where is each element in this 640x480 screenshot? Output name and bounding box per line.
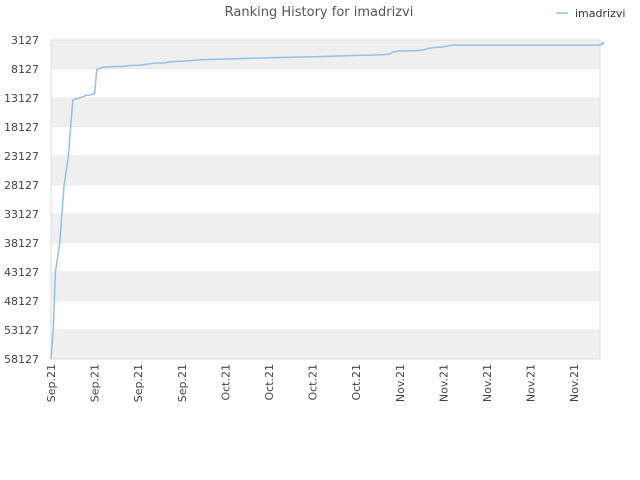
x-tick-label: Nov.21 (525, 364, 538, 402)
x-tick-label: Sep.21 (176, 364, 189, 402)
y-tick-label: 8127 (11, 63, 39, 76)
plot-frame (50, 39, 601, 360)
y-tick-label: 38127 (4, 237, 39, 250)
grid-band (51, 98, 600, 127)
grid-band (51, 301, 600, 330)
legend: imadrizvi (556, 7, 625, 20)
grid-band (51, 185, 600, 214)
y-tick-label: 58127 (4, 353, 39, 366)
x-tick-label: Oct.21 (350, 364, 363, 401)
y-tick-label: 18127 (4, 121, 39, 134)
y-tick-label: 53127 (4, 324, 39, 337)
background-bands (51, 40, 600, 360)
series-line (50, 42, 603, 360)
x-tick-label: Oct.21 (219, 364, 232, 401)
grid-band (51, 156, 600, 185)
x-tick-label: Oct.21 (263, 364, 276, 401)
grid-band (51, 127, 600, 156)
y-tick-label: 23127 (4, 150, 39, 163)
grid-band (51, 272, 600, 301)
plot-border (50, 39, 601, 360)
legend-label: imadrizvi (575, 7, 625, 20)
x-axis-ticks: Sep.21 Sep.21 Sep.21 Sep.21 Oct.21 Oct.21 Oct.… (45, 364, 581, 402)
x-tick-label: Sep.21 (89, 364, 102, 402)
grid-band (51, 214, 600, 243)
grid-band (51, 330, 600, 359)
x-tick-label: Nov.21 (437, 364, 450, 402)
x-tick-label: Sep.21 (45, 364, 58, 402)
x-tick-label: Nov.21 (568, 364, 581, 402)
x-tick-label: Nov.21 (481, 364, 494, 402)
y-tick-label: 13127 (4, 92, 39, 105)
series-imadrizvi (50, 41, 605, 360)
y-axis-ticks: 3127 8127 13127 18127 23127 28127 33127 38127 43… (4, 34, 39, 366)
x-tick-label: Nov.21 (394, 364, 407, 402)
y-tick-label: 43127 (4, 266, 39, 279)
x-tick-label: Sep.21 (132, 364, 145, 402)
series-end-point (601, 41, 605, 45)
grid-band (51, 243, 600, 272)
x-tick-label: Oct.21 (307, 364, 320, 401)
y-tick-label: 3127 (11, 34, 39, 47)
grid-band (51, 69, 600, 98)
y-tick-label: 48127 (4, 295, 39, 308)
chart-title: Ranking History for imadrizvi (225, 5, 414, 20)
y-tick-label: 28127 (4, 179, 39, 192)
y-tick-label: 33127 (4, 208, 39, 221)
